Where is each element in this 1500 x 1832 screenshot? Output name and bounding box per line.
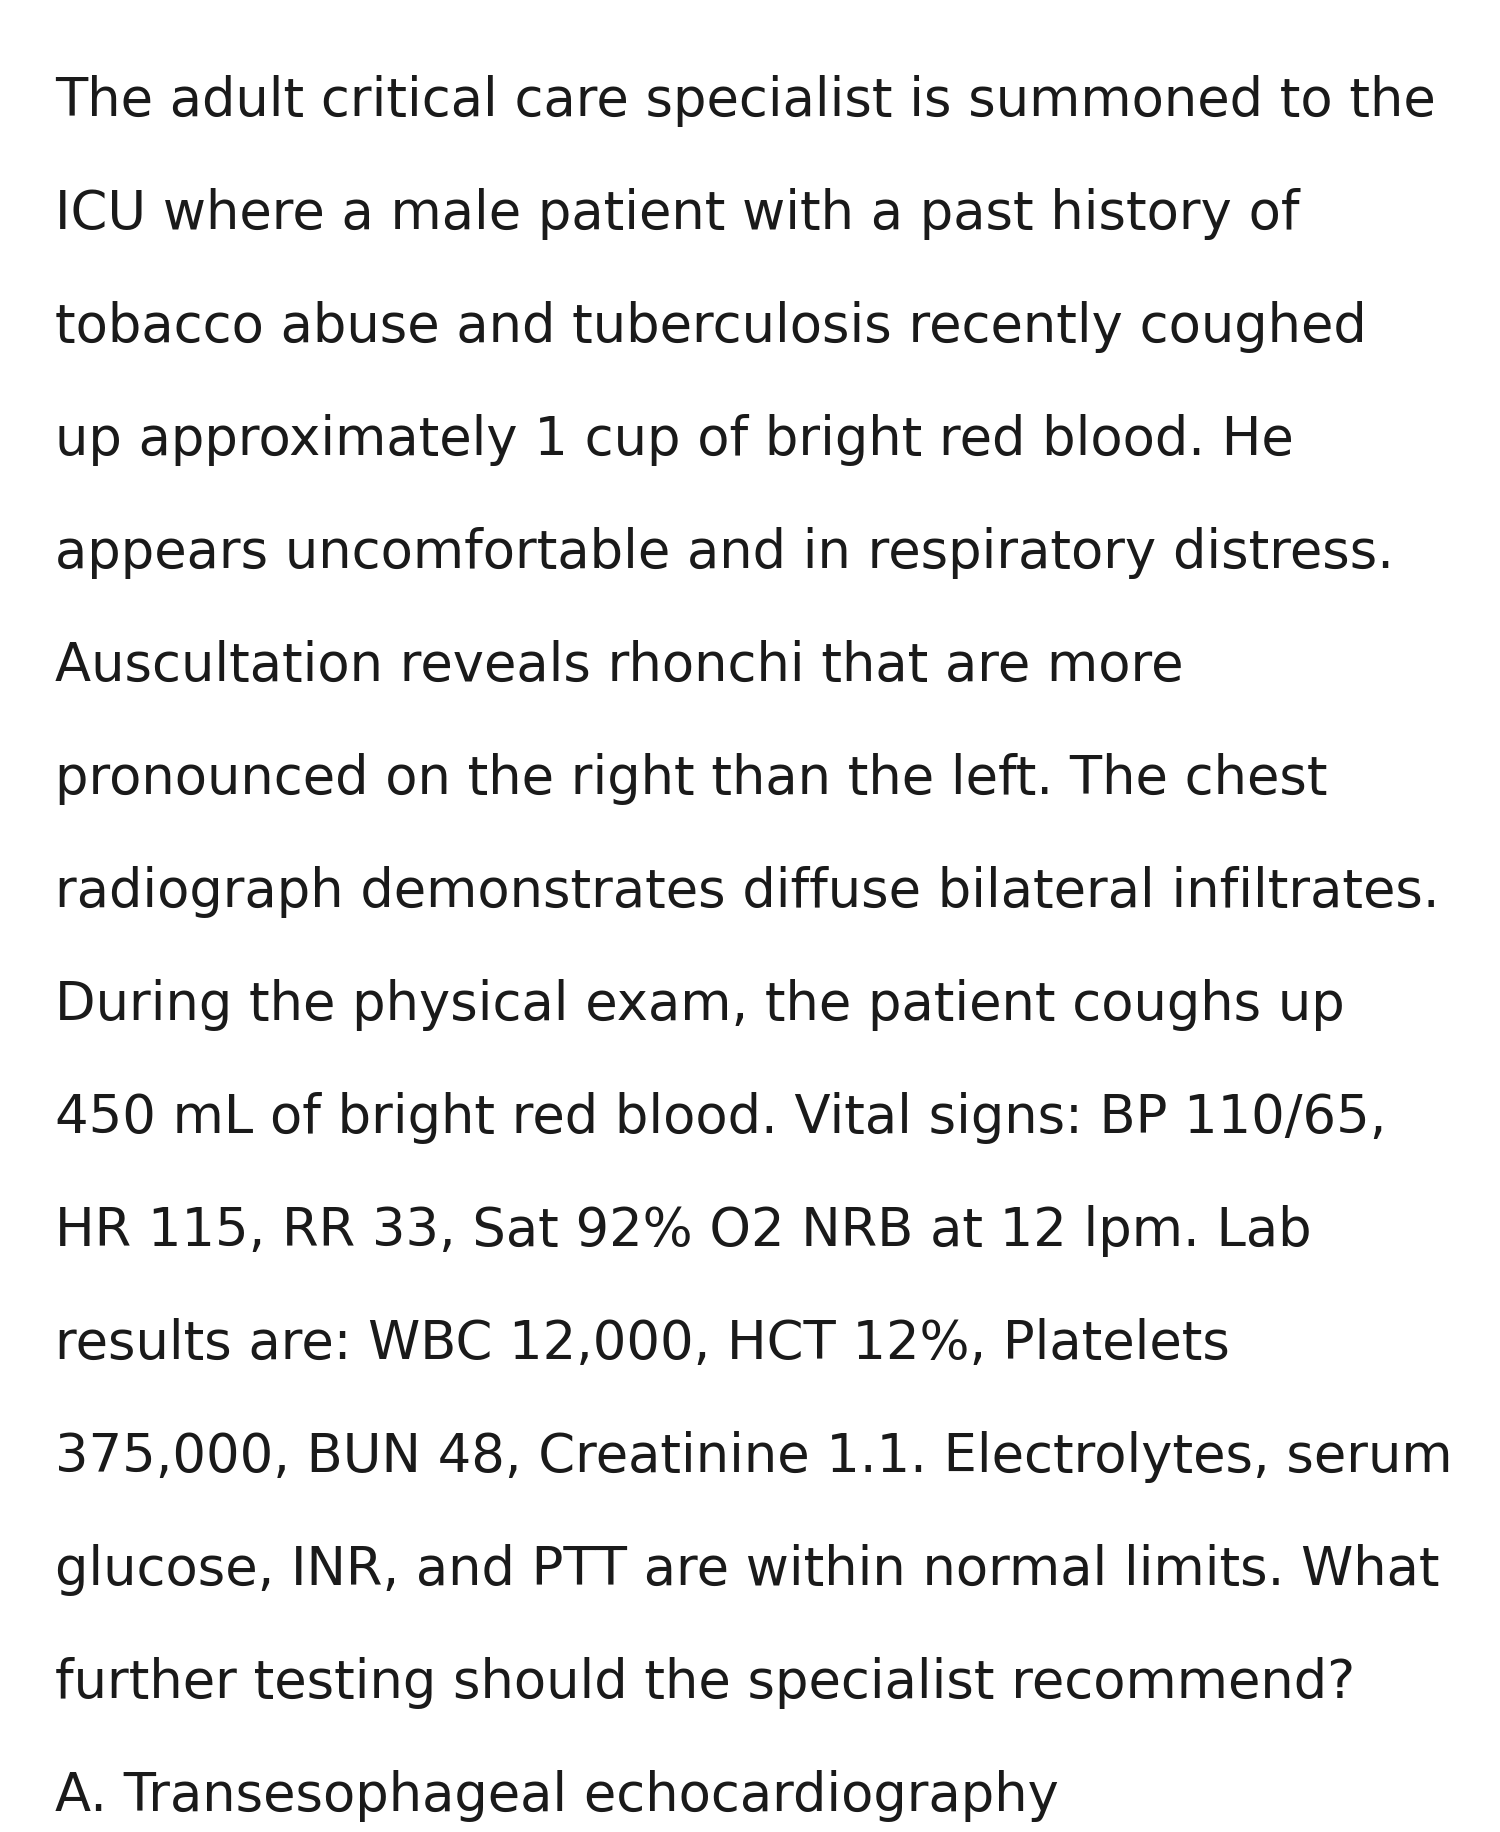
- Text: glucose, INR, and PTT are within normal limits. What: glucose, INR, and PTT are within normal …: [56, 1544, 1440, 1596]
- Text: pronounced on the right than the left. The chest: pronounced on the right than the left. T…: [56, 753, 1328, 804]
- Text: 450 mL of bright red blood. Vital signs: BP 110/65,: 450 mL of bright red blood. Vital signs:…: [56, 1092, 1386, 1143]
- Text: results are: WBC 12,000, HCT 12%, Platelets: results are: WBC 12,000, HCT 12%, Platel…: [56, 1317, 1230, 1370]
- Text: 375,000, BUN 48, Creatinine 1.1. Electrolytes, serum: 375,000, BUN 48, Creatinine 1.1. Electro…: [56, 1431, 1452, 1482]
- Text: Auscultation reveals rhonchi that are more: Auscultation reveals rhonchi that are mo…: [56, 639, 1184, 692]
- Text: HR 115, RR 33, Sat 92% O2 NRB at 12 lpm. Lab: HR 115, RR 33, Sat 92% O2 NRB at 12 lpm.…: [56, 1205, 1311, 1257]
- Text: radiograph demonstrates diffuse bilateral infiltrates.: radiograph demonstrates diffuse bilatera…: [56, 867, 1440, 918]
- Text: The adult critical care specialist is summoned to the: The adult critical care specialist is su…: [56, 75, 1436, 126]
- Text: appears uncomfortable and in respiratory distress.: appears uncomfortable and in respiratory…: [56, 528, 1394, 579]
- Text: up approximately 1 cup of bright red blood. He: up approximately 1 cup of bright red blo…: [56, 414, 1293, 465]
- Text: further testing should the specialist recommend?: further testing should the specialist re…: [56, 1656, 1354, 1709]
- Text: ICU where a male patient with a past history of: ICU where a male patient with a past his…: [56, 189, 1299, 240]
- Text: tobacco abuse and tuberculosis recently coughed: tobacco abuse and tuberculosis recently …: [56, 300, 1366, 354]
- Text: During the physical exam, the patient coughs up: During the physical exam, the patient co…: [56, 978, 1344, 1031]
- Text: A. Transesophageal echocardiography: A. Transesophageal echocardiography: [56, 1770, 1059, 1823]
